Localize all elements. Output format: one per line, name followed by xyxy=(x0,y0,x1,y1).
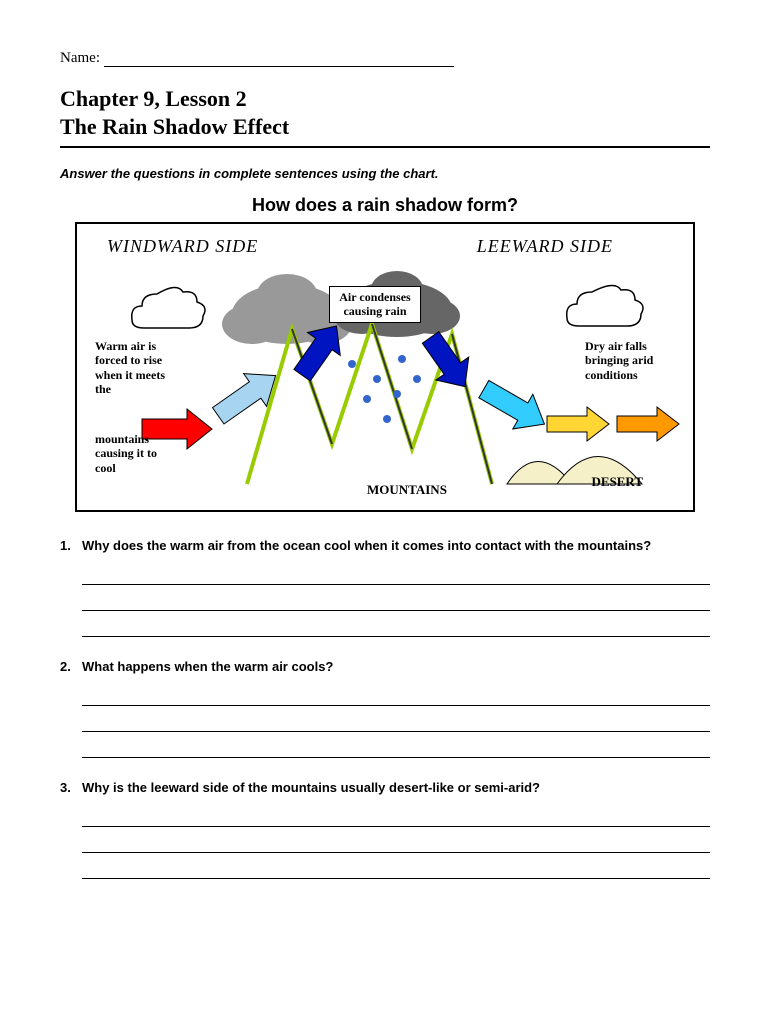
q1-answer-area[interactable] xyxy=(82,563,710,637)
q1-text: Why does the warm air from the ocean coo… xyxy=(82,538,710,553)
blue-arrow-down-icon xyxy=(414,326,481,398)
instructions: Answer the questions in complete sentenc… xyxy=(60,166,710,181)
name-underline[interactable] xyxy=(104,53,454,67)
title-divider xyxy=(60,146,710,148)
diagram-title: How does a rain shadow form? xyxy=(60,195,710,216)
answer-line[interactable] xyxy=(82,857,710,879)
question-2: 2. What happens when the warm air cools? xyxy=(60,659,710,758)
cloud-right-icon xyxy=(567,285,643,326)
condenses-box: Air condenses causing rain xyxy=(329,286,421,323)
chapter-line1: Chapter 9, Lesson 2 xyxy=(60,85,710,113)
desert-label: DESERT xyxy=(591,474,643,490)
answer-line[interactable] xyxy=(82,615,710,637)
warm-air-text: Warm air is forced to rise when it meets… xyxy=(95,339,175,397)
q3-answer-area[interactable] xyxy=(82,805,710,879)
chapter-line2: The Rain Shadow Effect xyxy=(60,113,710,141)
mountains-icon xyxy=(247,324,492,484)
answer-line[interactable] xyxy=(82,736,710,758)
question-3: 3. Why is the leeward side of the mounta… xyxy=(60,780,710,879)
cyan-arrow-icon xyxy=(474,372,555,442)
name-label: Name: xyxy=(60,50,100,66)
dry-air-text: Dry air falls bringing arid conditions xyxy=(585,339,675,382)
answer-line[interactable] xyxy=(82,589,710,611)
q2-text: What happens when the warm air cools? xyxy=(82,659,710,674)
q3-number: 3. xyxy=(60,780,82,795)
cloud-left-icon xyxy=(132,287,205,328)
name-field: Name: xyxy=(60,50,710,67)
q2-answer-area[interactable] xyxy=(82,684,710,758)
chapter-title: Chapter 9, Lesson 2 The Rain Shadow Effe… xyxy=(60,85,710,140)
mountains-label: MOUNTAINS xyxy=(367,482,447,498)
question-1: 1. Why does the warm air from the ocean … xyxy=(60,538,710,637)
answer-line[interactable] xyxy=(82,563,710,585)
answer-line[interactable] xyxy=(82,831,710,853)
answer-line[interactable] xyxy=(82,710,710,732)
lightblue-arrow-icon xyxy=(207,359,287,432)
answer-line[interactable] xyxy=(82,805,710,827)
rain-shadow-diagram: WINDWARD SIDE LEEWARD SIDE xyxy=(75,222,695,512)
q1-number: 1. xyxy=(60,538,82,553)
answer-line[interactable] xyxy=(82,684,710,706)
q2-number: 2. xyxy=(60,659,82,674)
yellow-arrow-icon xyxy=(547,407,609,441)
q3-text: Why is the leeward side of the mountains… xyxy=(82,780,710,795)
orange-arrow-icon xyxy=(617,407,679,441)
mountains-causing-text: mountains causing it to cool xyxy=(95,432,175,475)
